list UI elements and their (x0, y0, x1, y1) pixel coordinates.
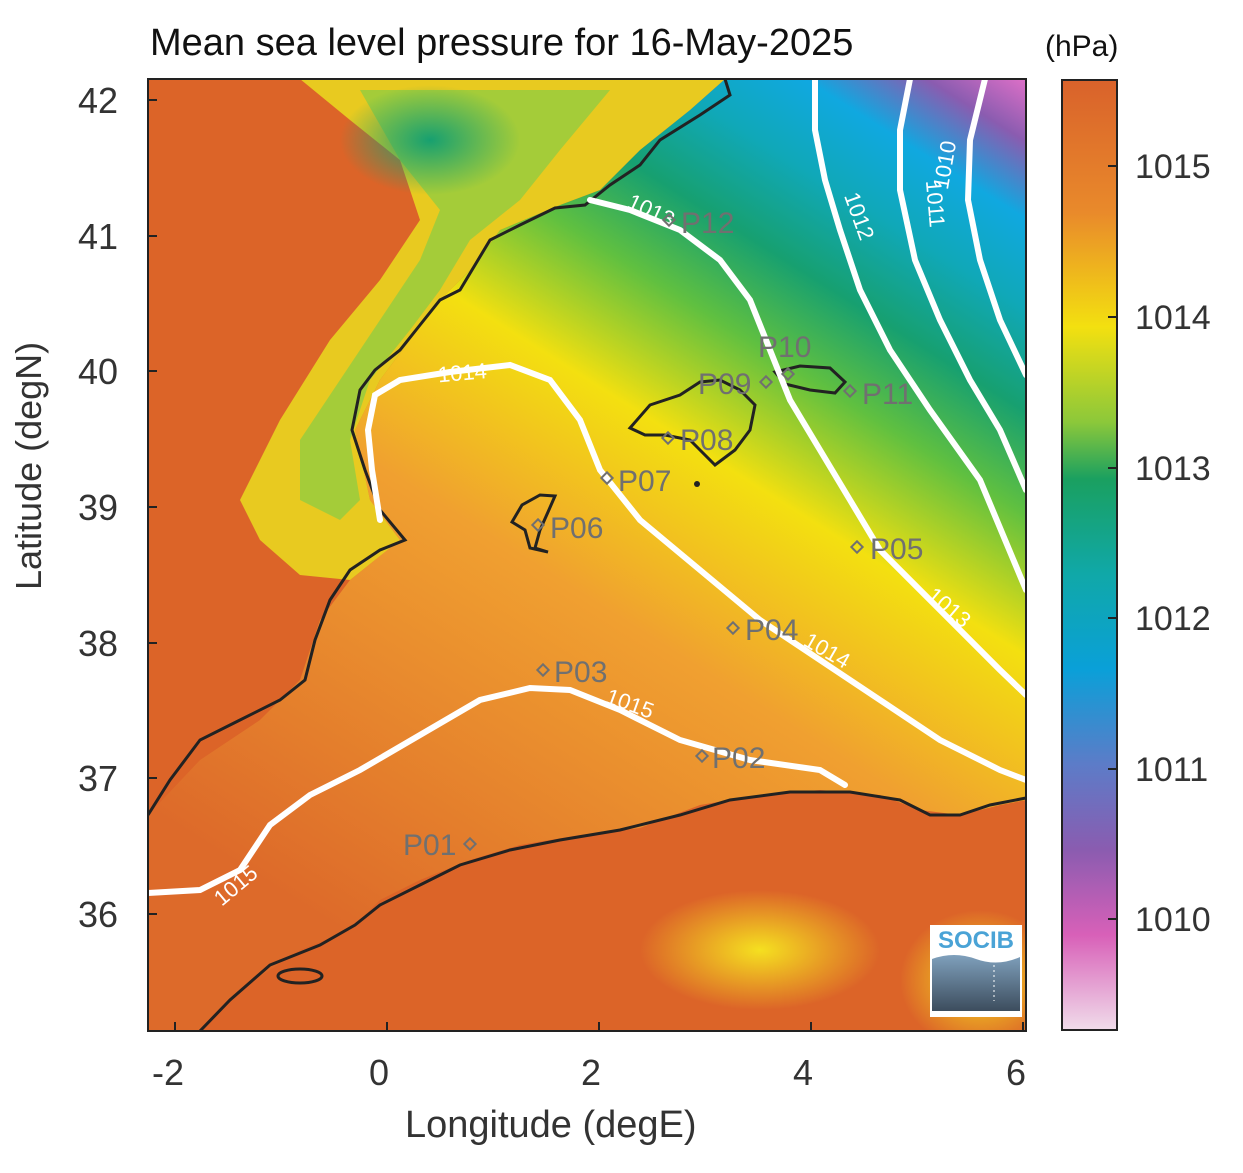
logo-text: SOCIB (937, 927, 1014, 954)
station-p06[interactable]: P06 (530, 512, 603, 545)
map-area: 1015 1015 1014 1014 1013 1013 1012 1011 … (148, 79, 1026, 1031)
africa-yellow-patch (640, 890, 880, 1010)
y-tick: 41 (78, 216, 119, 257)
station-p11[interactable]: P11 (842, 378, 913, 411)
y-tick: 39 (78, 487, 119, 528)
station-p09[interactable]: P09 (698, 368, 774, 401)
contour-1015-south (148, 684, 848, 896)
station-p12[interactable]: P12 (661, 207, 734, 240)
x-tick: 0 (369, 1052, 390, 1093)
station-p04[interactable]: P04 (725, 614, 798, 647)
ebro-low (340, 85, 520, 195)
station-p02[interactable]: P02 (694, 742, 765, 775)
x-axis-label: Longitude (degE) (405, 1104, 697, 1146)
contour-1010 (964, 79, 1026, 378)
colorbar-ticks (1108, 165, 1117, 920)
x-tick: -2 (152, 1052, 185, 1093)
x-tick: 2 (581, 1052, 602, 1093)
svg-text:P03: P03 (554, 656, 607, 689)
stations: P01 P02 P03 P04 P05 P06 P07 P08 P09 P10 … (403, 207, 923, 862)
svg-text:P05: P05 (870, 533, 923, 566)
svg-text:P01: P01 (403, 829, 456, 862)
x-tick: 4 (793, 1052, 814, 1093)
contour-1013 (587, 197, 1026, 698)
plot-frame (147, 78, 1027, 1032)
svg-text:P09: P09 (698, 368, 751, 401)
contour-1011 (897, 79, 1026, 493)
colorbar-tick: 1015 (1135, 148, 1211, 186)
socib-logo: SOCIB (930, 925, 1022, 1017)
colorbar-tick: 1012 (1135, 600, 1211, 638)
colorbar-unit: (hPa) (1045, 30, 1119, 63)
colorbar-tick: 1011 (1135, 751, 1209, 789)
contour-lines (148, 79, 1026, 896)
contour-label: 1014 (437, 358, 488, 387)
station-p08[interactable]: P08 (660, 424, 733, 457)
svg-text:P11: P11 (862, 378, 913, 411)
africa-coastline (198, 790, 1026, 1031)
svg-text:P04: P04 (745, 614, 798, 647)
station-p10[interactable]: P10 (758, 331, 811, 382)
colorbar-fill (1062, 80, 1117, 1030)
cabrera-island (694, 481, 700, 487)
station-p05[interactable]: P05 (849, 533, 923, 566)
colorbar (1061, 79, 1118, 1031)
iberia-land (148, 79, 725, 815)
svg-text:P12: P12 (681, 207, 734, 240)
y-tick: 40 (78, 351, 119, 392)
station-p01[interactable]: P01 (403, 829, 478, 862)
y-tick: 42 (78, 80, 119, 121)
contour-label: 1011 (921, 179, 950, 228)
alboran-island (276, 967, 324, 985)
station-p07[interactable]: P07 (599, 465, 671, 498)
colorbar-tick: 1010 (1135, 901, 1211, 939)
x-tick: 6 (1006, 1052, 1027, 1093)
menorca (772, 364, 848, 395)
y-tick: 37 (78, 758, 119, 799)
iberia-coastline (148, 79, 732, 816)
y-tick: 36 (78, 894, 119, 935)
contour-1014 (364, 361, 1026, 783)
axis-tick-marks (148, 99, 1024, 1031)
map-title: Mean sea level pressure for 16-May-2025 (150, 22, 854, 64)
svg-text:P07: P07 (618, 465, 671, 498)
svg-text:P02: P02 (712, 742, 765, 775)
y-tick: 38 (78, 623, 119, 664)
svg-text:P08: P08 (680, 424, 733, 457)
colorbar-tick: 1014 (1135, 299, 1211, 337)
contour-1012 (812, 79, 1026, 593)
svg-text:P06: P06 (550, 512, 603, 545)
colorbar-tick: 1013 (1135, 450, 1211, 488)
station-p03[interactable]: P03 (535, 656, 607, 689)
svg-text:P10: P10 (758, 331, 811, 364)
